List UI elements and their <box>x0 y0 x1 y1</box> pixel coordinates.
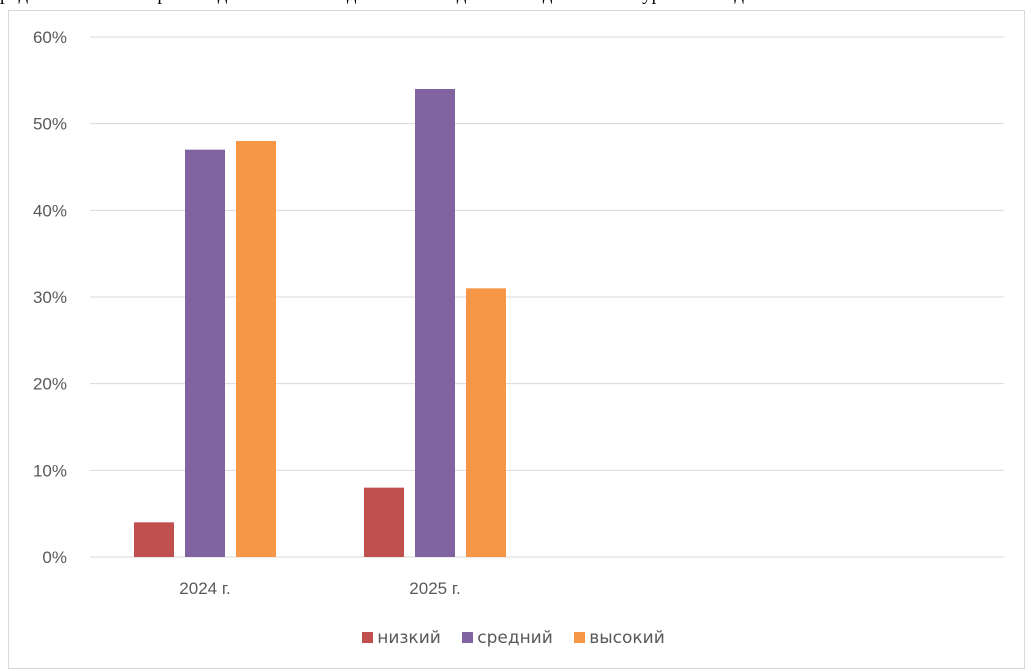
y-tick-label: 60% <box>33 28 67 47</box>
y-tick-label: 10% <box>33 461 67 480</box>
legend-label-high: высокий <box>589 628 665 648</box>
bar <box>415 89 455 557</box>
y-tick-label: 0% <box>42 548 67 567</box>
bar <box>466 288 506 557</box>
legend-swatch-high <box>574 632 586 643</box>
y-tick-label: 30% <box>33 288 67 307</box>
chart-frame <box>8 10 1025 669</box>
legend-item-low: низкий <box>362 628 441 648</box>
legend-item-medium: средний <box>462 628 553 648</box>
y-tick-label: 50% <box>33 115 67 134</box>
legend: низкий средний высокий <box>0 628 1027 648</box>
x-tick-label: 2025 г. <box>409 579 460 598</box>
bar <box>364 487 404 557</box>
bar <box>185 149 225 557</box>
bar <box>134 522 174 557</box>
bar <box>236 141 276 557</box>
x-tick-label: 2024 г. <box>179 579 230 598</box>
legend-label-low: низкий <box>377 628 441 648</box>
y-tick-label: 40% <box>33 201 67 220</box>
legend-swatch-medium <box>462 632 474 643</box>
legend-item-high: высокий <box>574 628 665 648</box>
y-tick-label: 20% <box>33 375 67 394</box>
cropped-text-above-chart: родительского контроля над выполнением д… <box>0 0 1027 5</box>
legend-swatch-low <box>362 632 374 643</box>
legend-label-medium: средний <box>477 628 553 648</box>
